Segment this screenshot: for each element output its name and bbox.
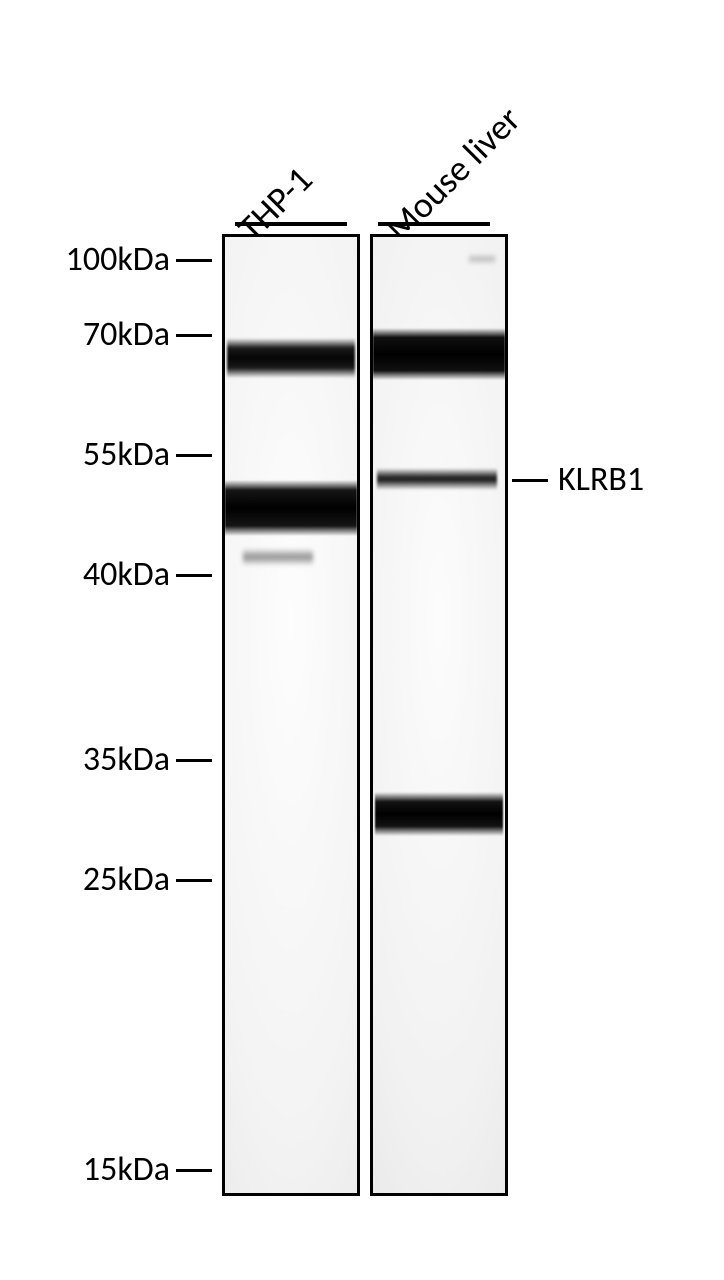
lane-underline [378, 222, 490, 226]
mw-tick [176, 454, 212, 457]
mw-label: 40kDa [83, 554, 170, 595]
protein-band [377, 468, 497, 490]
protein-band [225, 480, 357, 536]
mw-label: 55kDa [83, 434, 170, 475]
protein-band [469, 254, 495, 264]
lane-thp1 [222, 234, 360, 1196]
protein-band [243, 548, 313, 566]
protein-band [373, 328, 505, 380]
protein-band [375, 792, 503, 836]
western-blot-figure: 100kDa70kDa55kDa40kDa35kDa25kDa15kDa THP… [0, 0, 724, 1280]
lane-background [225, 237, 357, 1193]
mw-label: 15kDa [83, 1149, 170, 1190]
protein-band [227, 338, 355, 378]
mw-tick [176, 879, 212, 882]
mw-tick [176, 259, 212, 262]
lane-label: Mouse liver [377, 97, 530, 250]
mw-label: 100kDa [66, 239, 170, 280]
lane-background [373, 237, 505, 1193]
target-tick [512, 479, 548, 482]
mw-label: 35kDa [83, 739, 170, 780]
mw-label: 25kDa [83, 859, 170, 900]
lane-underline [235, 222, 347, 226]
mw-tick [176, 759, 212, 762]
mw-tick [176, 334, 212, 337]
mw-tick [176, 574, 212, 577]
mw-label: 70kDa [83, 314, 170, 355]
lane-mouse-liver [370, 234, 508, 1196]
mw-tick [176, 1169, 212, 1172]
target-label: KLRB1 [558, 459, 644, 500]
